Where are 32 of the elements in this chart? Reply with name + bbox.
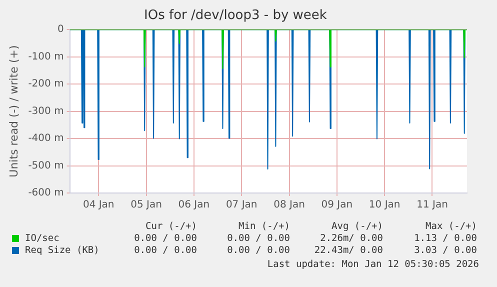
y-tick-label: -100 m [28,51,64,62]
text: Min (-/+) [238,221,290,232]
text: 0.00 / 0.00 [133,233,197,244]
text: 0.00 / 0.00 [226,233,290,244]
text: 1.13 / 0.00 [413,233,477,244]
x-tick-label: 07 Jan [226,200,258,211]
x-tick-label: 10 Jan [368,200,400,211]
y-tick-label: -400 m [28,133,64,144]
text: 3.03 / 0.00 [413,245,477,256]
text: Last update: Mon Jan 12 05:30:05 2026 [267,259,479,270]
text: 2.26m/ 0.00 [319,233,383,244]
x-tick-label: 09 Jan [321,200,353,211]
text: 22.43m/ 0.00 [313,245,383,256]
y-tick-label: -200 m [28,78,64,90]
y-tick-label: -600 m [28,188,64,199]
x-tick-label: 11 Jan [416,200,448,211]
x-tick-label: 04 Jan [82,200,114,211]
text: 0.00 / 0.00 [133,245,197,256]
chart-title: IOs for /dev/loop3 - by week [144,8,328,24]
x-tick-label: 08 Jan [274,200,305,211]
text: Max (-/+) [424,221,477,232]
text: Cur (-/+) [144,221,197,232]
legend-label: Req Size (KB) [25,245,100,256]
y-tick-label: 0 [57,24,64,36]
legend-label: IO/sec [25,233,60,244]
x-tick-label: 06 Jan [178,200,210,211]
y-tick-label: -300 m [28,106,64,117]
y-axis-title: Units read (-) / write (+) [7,45,20,178]
x-tick-label: 05 Jan [130,200,162,211]
text: 0.00 / 0.00 [226,245,290,256]
text: Avg (-/+) [330,221,383,232]
y-tick-label: -500 m [28,160,64,172]
